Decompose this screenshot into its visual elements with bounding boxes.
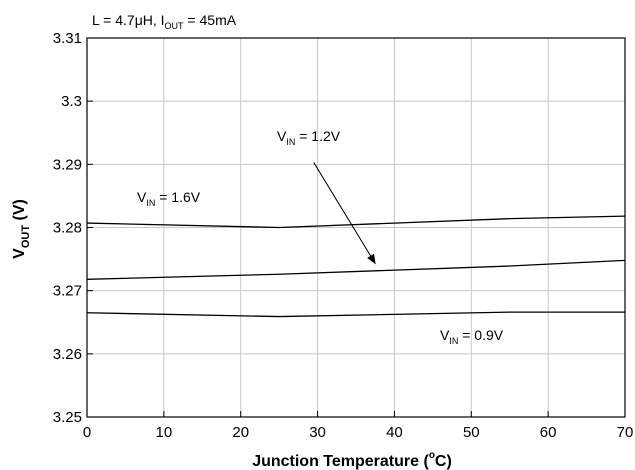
x-tick-label: 60 (540, 424, 557, 441)
grid (87, 38, 625, 417)
y-tick-label: 3.26 (53, 346, 82, 363)
x-tick-label: 0 (83, 424, 91, 441)
x-tick-label: 70 (617, 424, 634, 441)
series-label-1: VIN = 1.2V (277, 128, 341, 147)
y-tick-label: 3.29 (53, 156, 82, 173)
series-label-0: VIN = 1.6V (137, 189, 201, 208)
y-tick-label: 3.31 (53, 30, 82, 47)
x-tick-label: 50 (463, 424, 480, 441)
series-lines (86, 215, 626, 318)
y-axis-title: VOUT (V) (11, 199, 32, 259)
x-tick-label: 30 (309, 424, 326, 441)
series-line-1 (86, 259, 626, 280)
x-tick-label: 40 (386, 424, 403, 441)
series-line-2 (86, 311, 625, 318)
series-line-0 (86, 215, 626, 229)
x-axis-title: Junction Temperature (oC) (252, 450, 452, 470)
y-tick-label: 3.25 (53, 409, 82, 426)
series-annotations: VIN = 1.6V VIN = 1.2V VIN = 0.9V (137, 128, 504, 346)
y-tick-label: 3.3 (61, 93, 82, 110)
series-label-2: VIN = 0.9V (440, 327, 504, 346)
x-tick-label: 20 (232, 424, 249, 441)
x-tick-label: 10 (156, 424, 173, 441)
callout-arrow (313, 162, 376, 265)
y-tick-label: 3.28 (53, 220, 82, 237)
conditions-label: L = 4.7μH, IOUT = 45mA (92, 12, 237, 31)
y-tick-label: 3.27 (53, 283, 82, 300)
axis-ticks: 0 10 20 30 40 50 60 70 3.25 3.26 3.27 3.28 3.29 3.3 3.… (53, 30, 634, 441)
